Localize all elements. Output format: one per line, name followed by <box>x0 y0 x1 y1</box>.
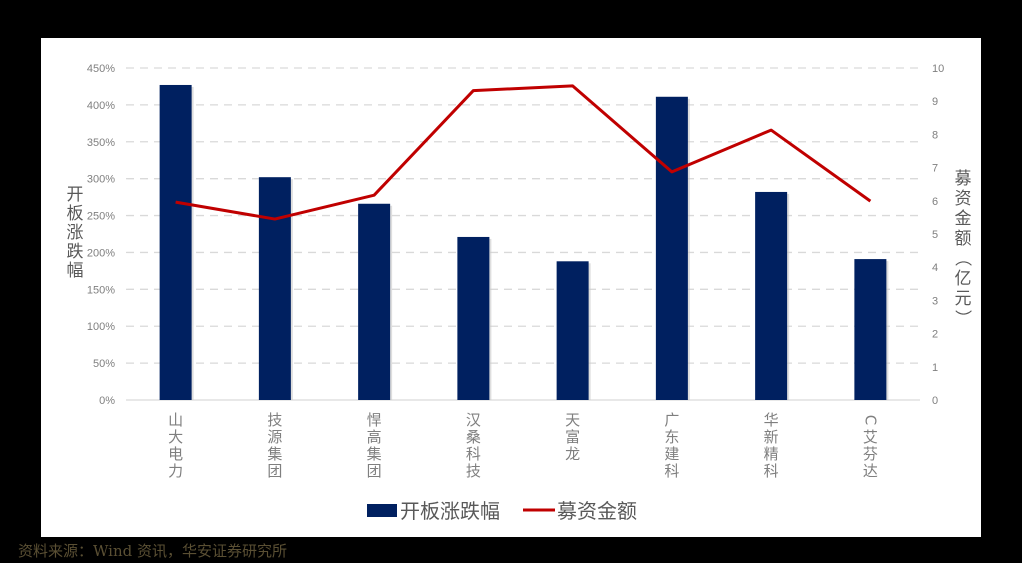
y2-tick-label: 4 <box>932 262 938 274</box>
y2-axis-title-char: 金 <box>955 209 972 229</box>
source-note: 资料来源：Wind 资讯，华安证券研究所 <box>18 542 287 560</box>
y2-axis-title-char: 额 <box>955 229 972 249</box>
category-label-char: 团 <box>367 462 382 480</box>
y-tick-label: 300% <box>87 174 115 186</box>
y2-axis-title-char: 元 <box>955 289 972 309</box>
y-axis-title-char: 涨 <box>67 223 84 243</box>
y-axis-title-char: 幅 <box>67 261 84 281</box>
category-label-char: 艾 <box>863 428 878 446</box>
bar <box>755 191 788 400</box>
category-label-char: 集 <box>267 445 282 463</box>
category-label-char: 科 <box>664 462 679 480</box>
category-label-char: 山 <box>168 411 183 429</box>
legend-bar-label: 开板涨跌幅 <box>400 499 500 523</box>
category-label-char: 高 <box>367 428 382 446</box>
y2-axis-title-char: （ <box>952 250 972 267</box>
category-label-char: 大 <box>168 428 183 446</box>
y2-tick-label: 5 <box>932 229 938 241</box>
y-tick-label: 250% <box>87 211 115 223</box>
y-tick-label: 50% <box>93 358 115 370</box>
category-label-char: 悍 <box>367 411 382 429</box>
y-axis-title-char: 板 <box>67 204 84 224</box>
chart-panel: 0% 50% 100% 150% 200% 250% 300% 350% 400% 450% 0 1 2… <box>41 38 981 537</box>
y2-axis-title-char: 资 <box>955 189 972 209</box>
category-label-char: 达 <box>863 462 878 480</box>
category-label-char: 精 <box>764 445 779 463</box>
category-label-char: 建 <box>664 445 679 463</box>
category-label-char: 科 <box>466 445 481 463</box>
y2-tick-label: 1 <box>932 362 938 374</box>
category-label-char: 科 <box>764 462 779 480</box>
category-label-char: C <box>861 415 879 425</box>
legend-bar-swatch <box>367 504 397 517</box>
y-tick-label: 100% <box>87 321 115 333</box>
y2-axis-title-char: 亿 <box>955 269 972 289</box>
bar <box>556 261 589 400</box>
category-label-char: 力 <box>168 462 183 480</box>
y2-tick-label: 9 <box>932 96 938 108</box>
category-label-char: 集 <box>367 445 382 463</box>
category-label-char: 华 <box>764 411 779 429</box>
category-label-char: 芬 <box>863 445 878 463</box>
y2-axis-title-char: 募 <box>955 169 972 189</box>
y2-tick-label: 3 <box>932 295 938 307</box>
category-label-char: 技 <box>267 411 282 429</box>
y2-tick-label: 10 <box>932 63 944 75</box>
y-axis-title-char: 开 <box>67 185 84 205</box>
y2-axis-title-char: ） <box>952 310 972 327</box>
category-label-char: 源 <box>267 428 282 446</box>
category-label-char: 汉 <box>466 411 481 429</box>
line-series <box>175 84 872 221</box>
y-axis-title-char: 跌 <box>67 242 84 262</box>
bar <box>159 84 192 401</box>
y-tick-label: 350% <box>87 137 115 149</box>
category-label-char: 技 <box>466 462 481 480</box>
y2-tick-label: 7 <box>932 163 938 175</box>
category-label-char: 电 <box>168 445 183 463</box>
category-label-char: 新 <box>764 428 779 446</box>
combo-chart: 0% 50% 100% 150% 200% 250% 300% 350% 400% 450% 0 1 2… <box>67 63 973 523</box>
category-label-char: 龙 <box>565 445 580 463</box>
bar <box>854 259 887 400</box>
y-tick-label: 200% <box>87 247 115 259</box>
y-tick-label: 450% <box>87 63 115 75</box>
bar <box>258 177 291 400</box>
category-label-char: 广 <box>664 411 679 429</box>
category-label-char: 富 <box>565 428 580 446</box>
y-tick-label: 400% <box>87 100 115 112</box>
y2-tick-label: 2 <box>932 329 938 341</box>
category-label-char: 天 <box>565 411 580 429</box>
bar <box>655 96 688 401</box>
category-label-char: 团 <box>267 462 282 480</box>
y-tick-label: 0% <box>99 395 115 407</box>
bar <box>358 203 391 400</box>
y2-tick-label: 8 <box>932 129 938 141</box>
y-tick-label: 150% <box>87 284 115 296</box>
category-label-char: 桑 <box>466 428 481 446</box>
legend-line-label: 募资金额 <box>557 499 637 523</box>
y2-tick-label: 0 <box>932 395 938 407</box>
y2-tick-label: 6 <box>932 196 938 208</box>
category-label-char: 东 <box>664 428 679 446</box>
bar <box>457 236 490 400</box>
